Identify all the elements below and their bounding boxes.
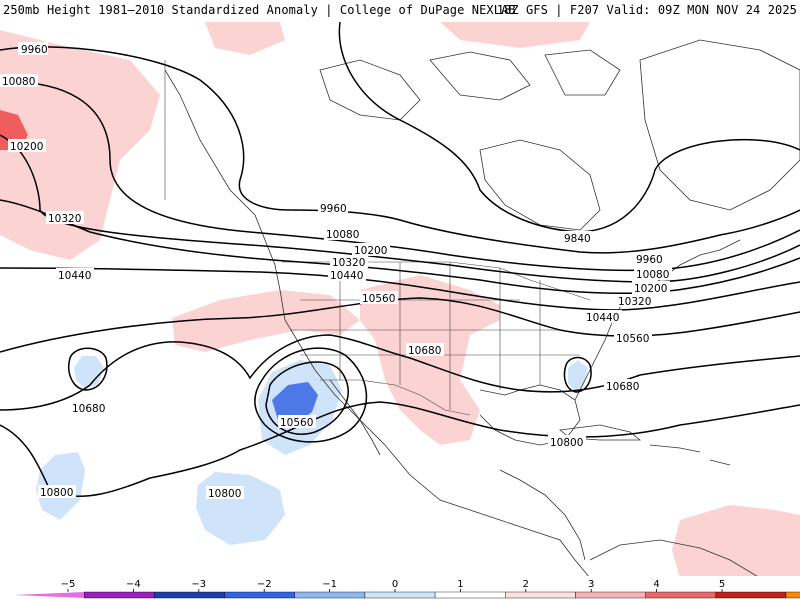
label-9840: 9840: [564, 233, 591, 245]
colorbar-tick-label: 2: [523, 579, 529, 590]
label-10080-c: 10080: [326, 229, 359, 241]
contour-labels: 9960 10080 10200 10320 10440 10680 10800…: [0, 42, 672, 500]
positive-anomaly-top: [205, 22, 285, 55]
contour-10440: [0, 267, 800, 311]
gulf-coast: [479, 384, 581, 446]
label-9960-nw: 9960: [21, 44, 48, 56]
state-lines: [290, 262, 580, 410]
colorbar-tick-label: −4: [126, 579, 141, 590]
label-10680-e: 10680: [606, 381, 639, 393]
anomaly-map[interactable]: 9960 10080 10200 10320 10440 10680 10800…: [0, 22, 800, 578]
colorbar-swatch-3: [224, 591, 295, 599]
colorbar-tick-label: 4: [653, 579, 659, 590]
map-title: 250mb Height 1981–2010 Standardized Anom…: [3, 3, 516, 17]
colorbar-tick-label: −3: [191, 579, 206, 590]
colorbar-swatch-6: [434, 591, 506, 599]
height-contours: [0, 22, 800, 497]
label-10080-e: 10080: [636, 269, 669, 281]
colorbar-tick-label: 0: [392, 579, 398, 590]
colorbar-swatch-2: [154, 591, 225, 599]
colorbar-tick-label: −5: [61, 579, 76, 590]
label-10080-nw: 10080: [2, 76, 35, 88]
arctic-islands2: [429, 51, 531, 101]
us-mexico-border: [320, 379, 471, 416]
positive-anomaly-top2: [440, 22, 590, 48]
label-10800-sw: 10800: [208, 488, 241, 500]
contour-9960-west: [0, 46, 800, 254]
arctic-islands: [319, 59, 421, 121]
colorbar-swatches: [14, 591, 800, 599]
anomaly-colorbar: −5 −4 −3 −2 −1 0 1 2 3 4 5: [0, 576, 800, 600]
colorbar-tick-label: 3: [588, 579, 594, 590]
run-valid-time: 18Z GFS | F207 Valid: 09Z MON NOV 24 202…: [496, 3, 797, 17]
label-10560-c: 10560: [362, 293, 395, 305]
positive-anomaly-southwest: [360, 275, 500, 445]
hudson-bay: [479, 139, 601, 231]
label-10320-e: 10320: [618, 296, 651, 308]
label-10560-low: 10560: [280, 417, 313, 429]
negative-anomaly-pacific3: [196, 472, 285, 545]
colorbar-tick-label: −2: [257, 579, 272, 590]
negative-anomaly-florida: [568, 360, 588, 392]
colorbar-swatch-5: [364, 591, 436, 599]
caribbean-islands: [649, 444, 731, 466]
contour-10680-pacific: [68, 347, 108, 391]
contour-9840: [338, 22, 800, 233]
colorbar-swatch-7: [505, 591, 576, 599]
colorbar-tick-label: 1: [457, 579, 463, 590]
south-america: [589, 539, 761, 578]
label-10320-c: 10320: [332, 257, 365, 269]
label-10320-nw: 10320: [48, 213, 81, 225]
colorbar-swatch-11: [785, 591, 800, 599]
colorbar-tick-label: 5: [719, 579, 725, 590]
contour-10320: [0, 199, 800, 295]
label-10680-c: 10680: [408, 345, 441, 357]
colorbar-swatch-10: [715, 591, 787, 599]
colorbar-swatch-8: [575, 591, 646, 599]
header-bar: 250mb Height 1981–2010 Standardized Anom…: [0, 0, 800, 22]
positive-anomaly-west: [172, 290, 360, 352]
label-10440-e: 10440: [586, 312, 619, 324]
political-borders: [164, 60, 591, 416]
colorbar-swatch-0: [14, 592, 85, 598]
label-10440-c: 10440: [330, 270, 363, 282]
arctic-islands3: [544, 49, 621, 96]
contour-10680-florida: [563, 356, 592, 393]
label-10680-w: 10680: [72, 403, 105, 415]
label-9960-e: 9960: [636, 254, 663, 266]
label-10800-e: 10800: [550, 437, 583, 449]
label-10800-w: 10800: [40, 487, 73, 499]
label-9960-c: 9960: [320, 203, 347, 215]
greenland: [639, 39, 800, 211]
label-10200-nw: 10200: [10, 141, 43, 153]
colorbar-ticks: −5 −4 −3 −2 −1 0 1 2 3 4 5: [61, 579, 725, 592]
negative-anomaly-pacific1: [74, 356, 104, 388]
label-10200-e: 10200: [634, 283, 667, 295]
colorbar-swatch-4: [294, 591, 366, 599]
contour-10800: [0, 401, 800, 497]
negative-anomaly-baja-core: [272, 382, 318, 425]
north-america-coast: [164, 69, 591, 578]
contour-10560-closed-low: [254, 347, 367, 443]
label-10200-c: 10200: [354, 245, 387, 257]
contour-10560: [0, 297, 800, 353]
central-america: [499, 469, 586, 561]
label-10440-w: 10440: [58, 270, 91, 282]
colorbar-swatch-9: [645, 591, 717, 599]
colorbar-swatch-1: [83, 591, 155, 599]
positive-anomaly-se: [672, 505, 800, 578]
label-10560-e: 10560: [616, 333, 649, 345]
colorbar-tick-label: −1: [322, 579, 337, 590]
